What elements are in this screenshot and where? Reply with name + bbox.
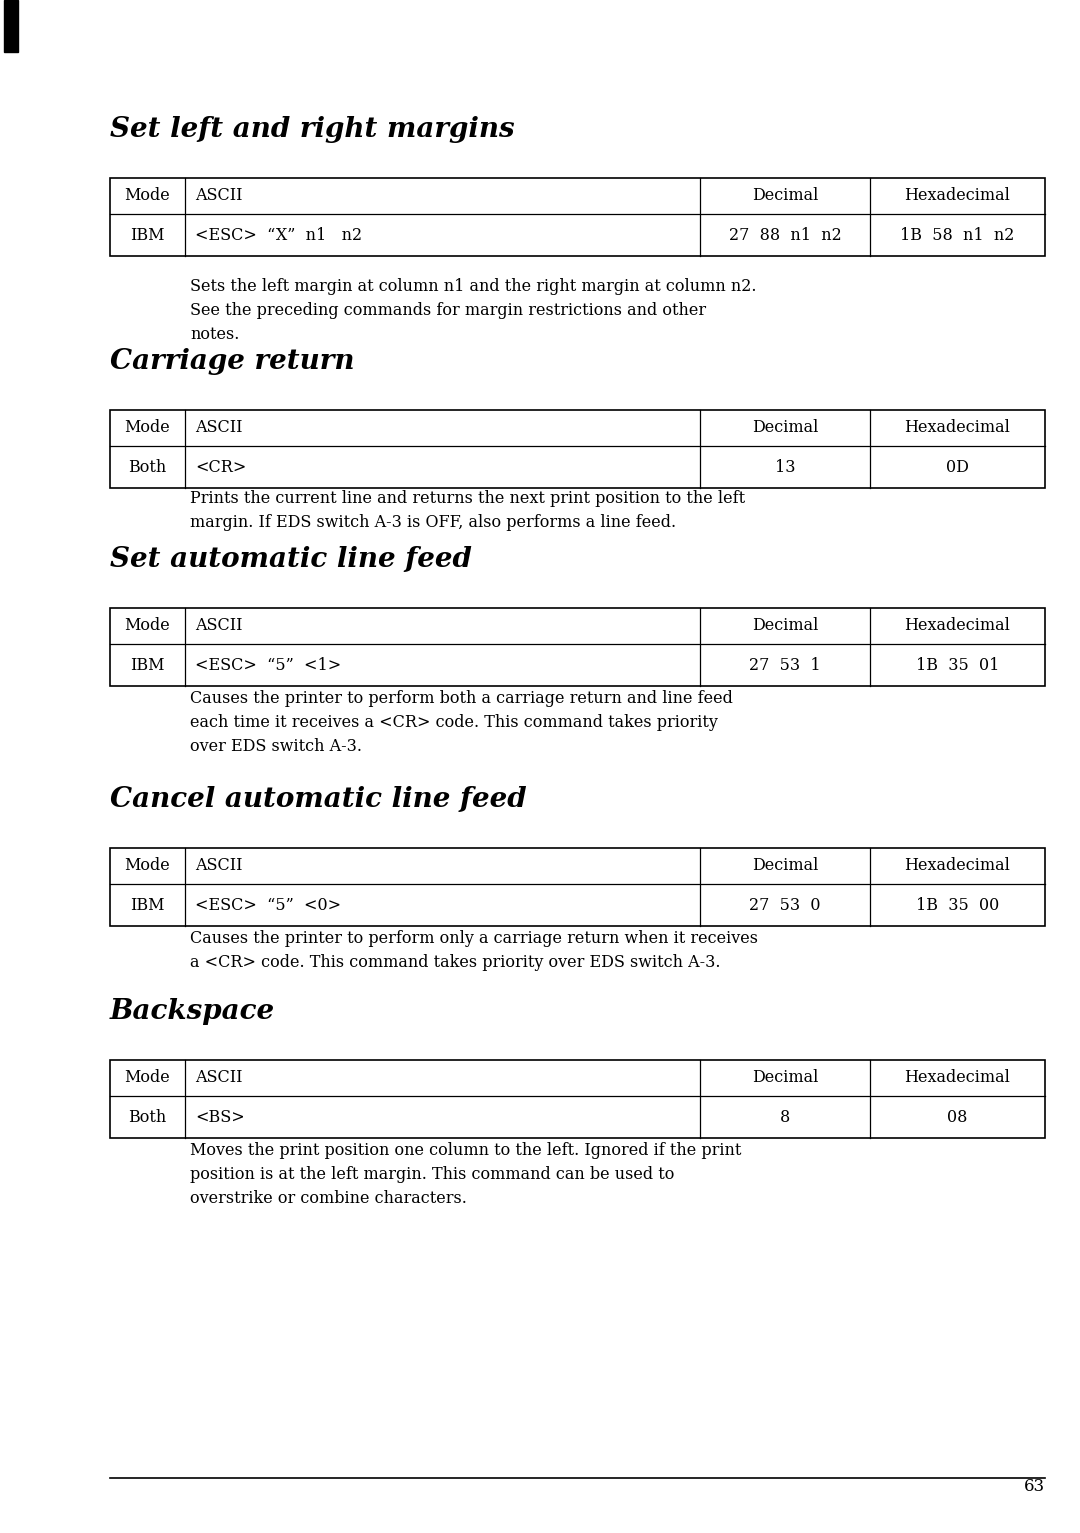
- Text: 1B  35  01: 1B 35 01: [916, 656, 999, 673]
- Text: Decimal: Decimal: [752, 857, 819, 874]
- Text: Mode: Mode: [124, 1070, 171, 1087]
- Text: over EDS switch A-3.: over EDS switch A-3.: [190, 737, 362, 754]
- Text: Set automatic line feed: Set automatic line feed: [110, 546, 472, 573]
- Text: Causes the printer to perform only a carriage return when it receives: Causes the printer to perform only a car…: [190, 931, 758, 947]
- Text: See the preceding commands for margin restrictions and other: See the preceding commands for margin re…: [190, 302, 706, 319]
- Text: ASCII: ASCII: [195, 1070, 243, 1087]
- Text: a <CR> code. This command takes priority over EDS switch A-3.: a <CR> code. This command takes priority…: [190, 954, 720, 970]
- Text: Decimal: Decimal: [752, 1070, 819, 1087]
- Bar: [110, 848, 1045, 926]
- Text: Hexadecimal: Hexadecimal: [905, 1070, 1011, 1087]
- Text: Cancel automatic line feed: Cancel automatic line feed: [110, 786, 527, 812]
- Text: overstrike or combine characters.: overstrike or combine characters.: [190, 1190, 467, 1206]
- Text: Decimal: Decimal: [752, 420, 819, 437]
- Text: 27  53  0: 27 53 0: [750, 897, 821, 914]
- Text: ASCII: ASCII: [195, 857, 243, 874]
- Text: 13: 13: [774, 458, 795, 475]
- Text: position is at the left margin. This command can be used to: position is at the left margin. This com…: [190, 1167, 674, 1183]
- Text: Backspace: Backspace: [110, 998, 275, 1026]
- Text: Hexadecimal: Hexadecimal: [905, 420, 1011, 437]
- Bar: [110, 178, 1045, 256]
- Text: Set left and right margins: Set left and right margins: [110, 117, 515, 143]
- Text: notes.: notes.: [190, 327, 240, 343]
- Text: Both: Both: [129, 1108, 166, 1125]
- Text: Sets the left margin at column n1 and the right margin at column n2.: Sets the left margin at column n1 and th…: [190, 277, 756, 294]
- Text: IBM: IBM: [131, 897, 165, 914]
- Text: Mode: Mode: [124, 857, 171, 874]
- Text: <ESC>  “X”  n1   n2: <ESC> “X” n1 n2: [195, 227, 362, 244]
- Bar: [110, 609, 1045, 685]
- Text: Mode: Mode: [124, 187, 171, 204]
- Text: Mode: Mode: [124, 420, 171, 437]
- Text: <ESC>  “5”  <1>: <ESC> “5” <1>: [195, 656, 341, 673]
- Text: Hexadecimal: Hexadecimal: [905, 857, 1011, 874]
- Text: Decimal: Decimal: [752, 187, 819, 204]
- Text: ASCII: ASCII: [195, 187, 243, 204]
- Text: 1B  58  n1  n2: 1B 58 n1 n2: [901, 227, 1015, 244]
- Text: IBM: IBM: [131, 656, 165, 673]
- Text: Decimal: Decimal: [752, 618, 819, 635]
- Text: ASCII: ASCII: [195, 618, 243, 635]
- Text: <CR>: <CR>: [195, 458, 246, 475]
- Text: Hexadecimal: Hexadecimal: [905, 618, 1011, 635]
- Text: <ESC>  “5”  <0>: <ESC> “5” <0>: [195, 897, 341, 914]
- Text: Carriage return: Carriage return: [110, 348, 354, 376]
- Text: 08: 08: [947, 1108, 968, 1125]
- Bar: [110, 409, 1045, 487]
- Text: 8: 8: [780, 1108, 791, 1125]
- Text: 1B  35  00: 1B 35 00: [916, 897, 999, 914]
- Text: Mode: Mode: [124, 618, 171, 635]
- Bar: [110, 1059, 1045, 1137]
- Text: <BS>: <BS>: [195, 1108, 245, 1125]
- Text: 27  88  n1  n2: 27 88 n1 n2: [729, 227, 841, 244]
- Text: ASCII: ASCII: [195, 420, 243, 437]
- Text: Both: Both: [129, 458, 166, 475]
- Text: 63: 63: [1024, 1478, 1045, 1495]
- Text: 27  53  1: 27 53 1: [750, 656, 821, 673]
- Text: each time it receives a <CR> code. This command takes priority: each time it receives a <CR> code. This …: [190, 714, 718, 731]
- Text: Prints the current line and returns the next print position to the left: Prints the current line and returns the …: [190, 491, 745, 507]
- Text: Hexadecimal: Hexadecimal: [905, 187, 1011, 204]
- Text: IBM: IBM: [131, 227, 165, 244]
- Text: 0D: 0D: [946, 458, 969, 475]
- Text: Moves the print position one column to the left. Ignored if the print: Moves the print position one column to t…: [190, 1142, 741, 1159]
- Text: margin. If EDS switch A-3 is OFF, also performs a line feed.: margin. If EDS switch A-3 is OFF, also p…: [190, 514, 676, 530]
- Text: Causes the printer to perform both a carriage return and line feed: Causes the printer to perform both a car…: [190, 690, 733, 707]
- Bar: [4, 0, 18, 52]
